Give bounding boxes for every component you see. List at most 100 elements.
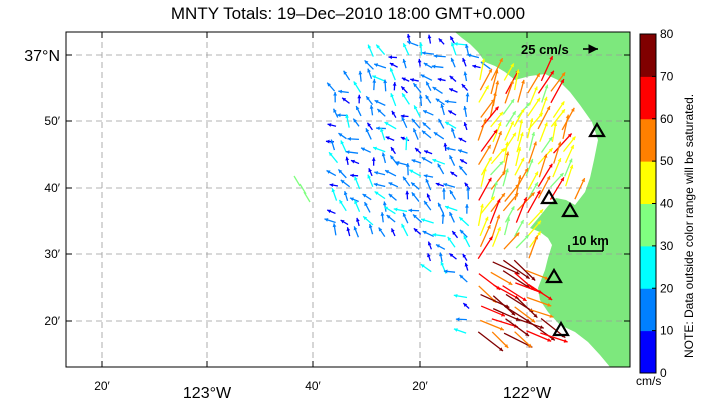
current-vector xyxy=(477,236,493,260)
current-vector xyxy=(435,98,445,106)
current-vector xyxy=(371,157,376,166)
current-vector xyxy=(333,91,338,103)
colorbar-segment xyxy=(640,118,656,162)
current-vector xyxy=(408,208,420,213)
current-vector xyxy=(503,63,515,81)
current-vector xyxy=(390,93,397,107)
current-vector xyxy=(405,163,410,176)
current-vector xyxy=(462,253,468,261)
current-vector xyxy=(551,122,558,143)
current-vector xyxy=(376,108,386,117)
current-vector xyxy=(405,190,410,200)
current-vector xyxy=(537,105,551,130)
current-vector xyxy=(343,191,349,201)
current-vector xyxy=(331,188,338,201)
current-vector xyxy=(383,206,396,215)
current-vector xyxy=(449,75,457,82)
current-vector xyxy=(562,114,570,140)
current-vector xyxy=(349,197,359,203)
site-marker-2 xyxy=(540,188,558,205)
current-vector xyxy=(353,81,362,93)
current-vector xyxy=(442,188,446,200)
current-vector xyxy=(355,105,362,117)
reference-vector: 25 cm/s xyxy=(521,42,598,57)
current-vector xyxy=(356,217,360,227)
current-vector xyxy=(362,215,374,226)
current-vector xyxy=(527,189,541,214)
current-vector xyxy=(451,127,456,139)
colorbar-segment xyxy=(640,288,656,332)
current-vector xyxy=(574,177,586,200)
current-vector xyxy=(437,163,445,175)
current-vectors xyxy=(293,33,586,352)
current-vector xyxy=(462,57,467,67)
frame-ticks xyxy=(66,32,630,367)
current-vector xyxy=(425,94,432,104)
current-vector xyxy=(413,105,421,117)
colorbar-tick-label: 50 xyxy=(660,154,674,168)
colorbar-unit: cm/s xyxy=(636,374,661,388)
colorbar-tick-label: 40 xyxy=(660,197,674,211)
current-vector xyxy=(550,72,566,92)
current-vector xyxy=(299,183,307,195)
current-vector xyxy=(388,193,397,201)
colorbar-note: NOTE: Data outside color range will be s… xyxy=(682,94,696,358)
current-vector xyxy=(450,171,458,177)
current-vector xyxy=(340,219,349,226)
current-vector xyxy=(443,142,448,151)
current-vector xyxy=(340,179,351,188)
current-vector xyxy=(401,223,409,237)
current-vector xyxy=(352,118,360,127)
current-vector xyxy=(458,165,468,176)
hf-radar-sites xyxy=(540,121,606,337)
current-vector xyxy=(490,170,507,190)
current-vector xyxy=(330,139,336,151)
map-title: MNTY Totals: 19–Dec–2010 18:00 GMT+0.000 xyxy=(170,4,526,23)
current-vector xyxy=(303,191,311,203)
current-vector xyxy=(346,227,351,237)
current-vector xyxy=(447,236,456,248)
current-vector xyxy=(378,227,386,237)
current-vector xyxy=(515,317,545,329)
current-vector xyxy=(463,71,468,82)
colorbar-segment xyxy=(640,76,656,120)
x-tick-label: 20′ xyxy=(94,379,110,393)
longitude-tick-labels: 20′ 123°W 40′ 20′ 122°W xyxy=(94,379,552,402)
current-vector xyxy=(427,253,432,262)
current-vector xyxy=(421,156,433,164)
current-vector xyxy=(328,151,339,164)
current-vector xyxy=(526,330,552,342)
current-vector xyxy=(517,79,525,103)
current-vector xyxy=(360,147,371,153)
current-vector xyxy=(372,146,386,153)
current-vector xyxy=(480,196,496,214)
current-vector xyxy=(527,72,541,94)
speed-colorbar: 0 10 20 30 40 50 60 70 80 xyxy=(639,27,674,380)
current-vector xyxy=(480,167,487,187)
current-vector xyxy=(515,296,538,319)
current-vector xyxy=(435,243,446,250)
current-vector xyxy=(338,89,349,94)
current-vector xyxy=(326,82,336,92)
current-vector xyxy=(412,82,422,94)
current-vector xyxy=(504,79,514,104)
current-vector xyxy=(464,182,471,190)
current-vector xyxy=(440,103,445,116)
colorbar-tick-label: 20 xyxy=(660,281,674,295)
current-vector xyxy=(529,308,554,318)
current-vector xyxy=(367,44,374,57)
current-vector xyxy=(444,121,457,129)
current-vector xyxy=(437,202,445,214)
colorbar-tick-label: 0 xyxy=(660,366,667,380)
current-vector xyxy=(490,181,498,200)
current-vector xyxy=(561,107,575,131)
current-vector xyxy=(539,96,548,117)
current-vector xyxy=(517,119,524,142)
current-vector xyxy=(453,328,467,334)
current-vector xyxy=(550,78,565,104)
current-vector xyxy=(438,118,445,129)
current-vector xyxy=(373,63,387,69)
current-vector xyxy=(472,64,481,69)
current-vector xyxy=(516,132,524,153)
current-vector xyxy=(347,137,359,141)
